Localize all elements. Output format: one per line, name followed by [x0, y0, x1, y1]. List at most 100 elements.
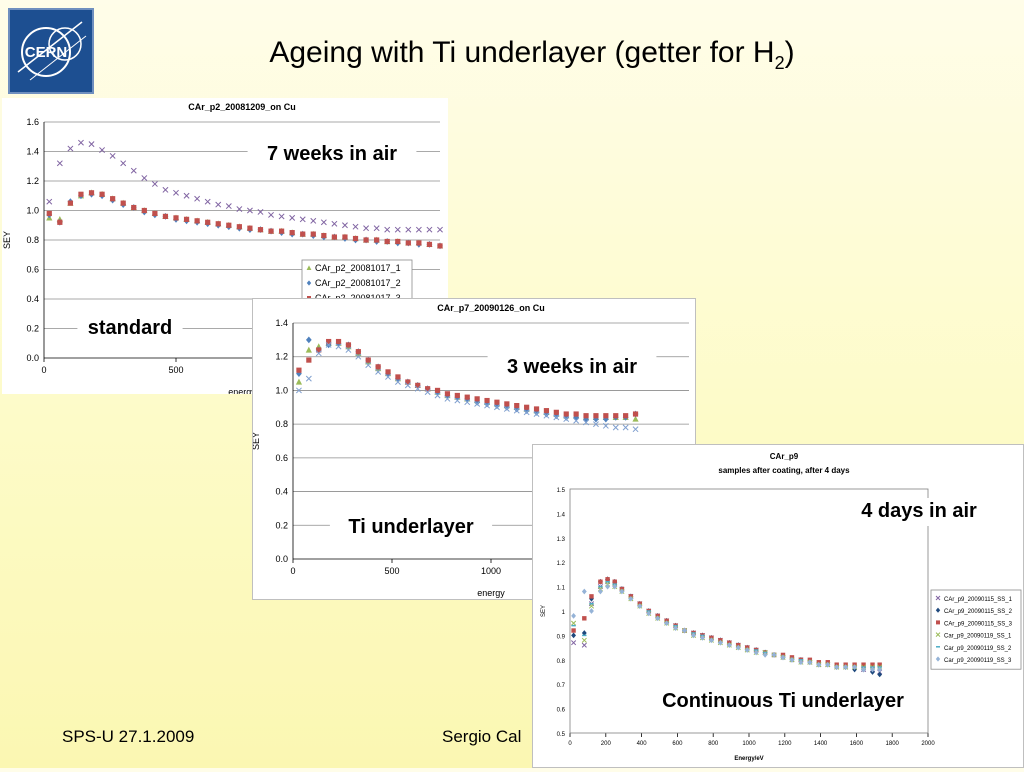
data-point — [363, 226, 368, 231]
data-point — [296, 368, 301, 373]
y-tick-label: 0.5 — [557, 732, 566, 738]
legend-label: CAr_p9_20090115_SS_3 — [944, 621, 1013, 627]
chart-subtitle: samples after coating, after 4 days — [718, 466, 850, 475]
data-point — [68, 146, 73, 151]
data-point — [445, 391, 450, 396]
data-point — [306, 336, 312, 343]
y-tick-label: 1.5 — [557, 488, 566, 494]
x-tick-label: 1600 — [850, 741, 864, 747]
legend-label: CAr_p9_20090115_SS_2 — [944, 609, 1013, 615]
data-point — [877, 672, 882, 678]
x-tick-label: 1000 — [481, 566, 501, 576]
data-point — [346, 342, 351, 347]
data-point — [258, 227, 263, 232]
data-point — [353, 224, 358, 229]
data-point — [427, 242, 432, 247]
data-point — [57, 161, 62, 166]
y-tick-label: 0.8 — [26, 235, 39, 245]
data-point — [332, 221, 337, 226]
data-point — [321, 220, 326, 225]
data-point — [184, 217, 189, 222]
data-point — [336, 339, 341, 344]
data-point — [514, 403, 519, 408]
data-point — [363, 237, 368, 242]
legend-label: Car_p9_20090119_SS_3 — [944, 658, 1012, 664]
x-tick-label: 200 — [601, 741, 612, 747]
data-point — [437, 243, 442, 248]
data-point — [89, 142, 94, 147]
x-tick-label: 1200 — [778, 741, 792, 747]
legend-marker — [936, 620, 940, 624]
data-point — [623, 413, 628, 418]
annotation: Ti underlayer — [348, 516, 473, 538]
y-tick-label: 0.6 — [557, 708, 566, 714]
data-point — [142, 208, 147, 213]
data-point — [47, 199, 52, 204]
data-point — [342, 223, 347, 228]
y-tick-label: 0.6 — [26, 265, 39, 275]
data-point — [78, 140, 83, 145]
data-point — [279, 214, 284, 219]
data-point — [57, 220, 62, 225]
data-point — [504, 401, 509, 406]
y-tick-label: 0.0 — [275, 554, 288, 564]
chart-title: CAr_p9 — [770, 452, 799, 461]
y-tick-label: 0.4 — [26, 294, 39, 304]
chart-panel-3: CAr_p9samples after coating, after 4 day… — [532, 444, 1024, 768]
y-tick-label: 1.2 — [26, 176, 39, 186]
data-point — [216, 221, 221, 226]
data-point — [356, 349, 361, 354]
data-point — [353, 236, 358, 241]
data-point — [89, 190, 94, 195]
data-point — [564, 411, 569, 416]
data-point — [121, 161, 126, 166]
data-point — [163, 214, 168, 219]
slide-title: Ageing with Ti underlayer (getter for H2… — [40, 36, 1024, 74]
data-point — [582, 616, 586, 620]
y-tick-label: 1.4 — [26, 147, 39, 157]
data-point — [205, 220, 210, 225]
chart-title: CAr_p2_20081209_on Cu — [188, 102, 296, 112]
data-point — [205, 199, 210, 204]
data-point — [131, 205, 136, 210]
data-point — [623, 425, 628, 430]
data-point — [605, 584, 610, 590]
data-point — [237, 224, 242, 229]
data-point — [385, 227, 390, 232]
data-point — [582, 643, 586, 647]
x-tick-label: 1000 — [742, 741, 756, 747]
legend-label: Car_p9_20090119_SS_1 — [944, 634, 1012, 640]
annotation: 3 weeks in air — [507, 356, 637, 378]
data-point — [366, 357, 371, 362]
data-point — [589, 604, 593, 608]
data-point — [163, 187, 168, 192]
y-tick-label: 0.9 — [557, 634, 566, 640]
x-axis-label: energy — [477, 588, 505, 598]
data-point — [290, 230, 295, 235]
data-point — [173, 215, 178, 220]
data-point — [121, 201, 126, 206]
data-point — [484, 398, 489, 403]
legend-label: CAr_p2_20081017_1 — [315, 263, 401, 273]
data-point — [554, 410, 559, 415]
data-point — [311, 232, 316, 237]
data-point — [494, 400, 499, 405]
data-point — [131, 168, 136, 173]
y-axis-label: SEY — [541, 605, 547, 617]
y-tick-label: 0.6 — [275, 453, 288, 463]
data-point — [603, 413, 608, 418]
data-point — [427, 227, 432, 232]
data-point — [582, 638, 586, 642]
data-point — [226, 203, 231, 208]
legend-label: CAr_p2_20081017_2 — [315, 278, 401, 288]
data-point — [605, 577, 609, 581]
footer-date: SPS-U 27.1.2009 — [62, 727, 194, 747]
data-point — [374, 237, 379, 242]
data-point — [395, 239, 400, 244]
data-point — [589, 608, 594, 614]
data-point — [321, 233, 326, 238]
data-point — [571, 621, 575, 625]
data-point — [571, 633, 576, 639]
x-tick-label: 500 — [384, 566, 399, 576]
x-tick-label: 500 — [168, 365, 183, 375]
